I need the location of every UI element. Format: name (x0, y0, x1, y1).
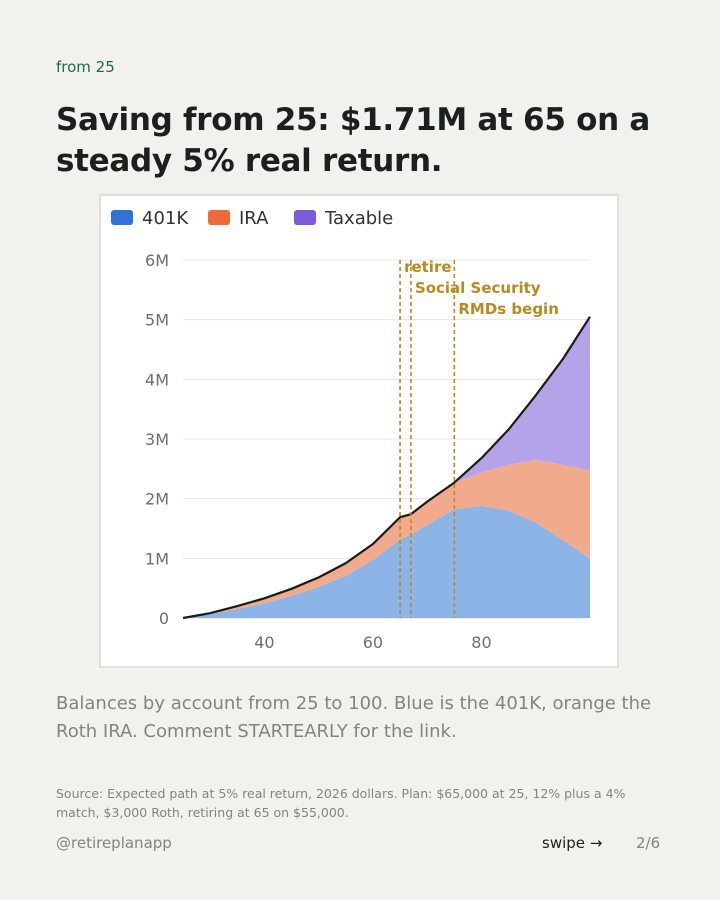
y-tick-label: 3M (145, 430, 169, 449)
x-tick-label: 40 (254, 633, 274, 652)
y-tick-label: 2M (145, 490, 169, 509)
eyebrow-label: from 25 (56, 58, 115, 76)
account-handle[interactable]: @retireplanapp (56, 834, 172, 852)
legend-swatch-taxable (294, 210, 316, 225)
headline: Saving from 25: $1.71M at 65 on a steady… (56, 102, 650, 179)
annotation-label: Social Security (415, 279, 541, 297)
y-tick-label: 4M (145, 370, 169, 389)
chart-caption: Balances by account from 25 to 100. Blue… (56, 693, 652, 742)
x-tick-label: 60 (363, 633, 383, 652)
y-tick-label: 5M (145, 311, 169, 330)
page-indicator: 2/6 (636, 834, 661, 852)
x-tick-label: 80 (471, 633, 491, 652)
stacked-area-chart: 0 1M 2M 3M 4M 5M 6M retire Social Security RMDs b… (111, 208, 591, 652)
source-note: Source: Expected path at 5% real return,… (56, 786, 626, 820)
y-tick-label: 6M (145, 251, 169, 270)
legend-label: 401K (142, 208, 189, 229)
swipe-hint[interactable]: swipe → (542, 834, 603, 852)
annotation-label: RMDs begin (458, 300, 559, 318)
area-401k (183, 505, 590, 618)
legend-swatch-ira (208, 210, 230, 225)
legend-label: IRA (239, 208, 269, 229)
legend-label: Taxable (324, 208, 393, 229)
legend-swatch-401k (111, 210, 133, 225)
total-balance-line (182, 316, 591, 620)
y-tick-label: 1M (145, 549, 169, 568)
area-ira (183, 459, 590, 618)
chart-card: 0 1M 2M 3M 4M 5M 6M retire Social Security RMDs b… (99, 194, 619, 668)
annotation-label: retire (404, 258, 451, 276)
y-tick-label: 0 (159, 609, 169, 628)
